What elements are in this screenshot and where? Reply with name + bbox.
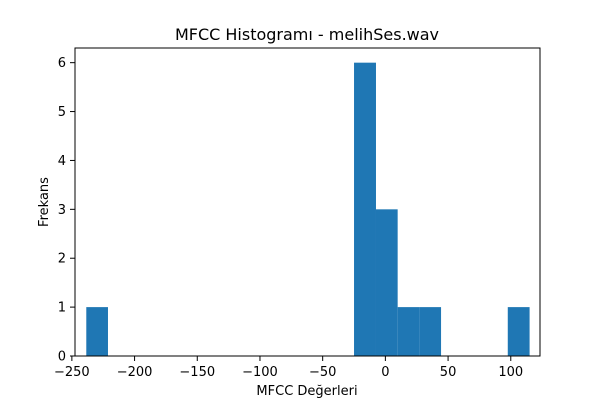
x-tick-label-4: −50 [309,365,336,380]
x-tick-label-3: −100 [242,365,278,380]
y-tick-label-4: 4 [58,154,66,169]
histogram-bar-15 [419,307,442,356]
histogram-bar-0 [86,307,108,356]
y-tick-label-6: 6 [58,56,66,71]
y-tick-label-5: 5 [58,105,66,120]
x-tick-label-2: −150 [179,365,215,380]
x-tick-label-5: 0 [381,365,389,380]
histogram-bar-19 [507,307,530,356]
y-axis-ticks: 0 1 2 3 4 5 6 [58,56,75,365]
chart-title: MFCC Histogramı - melihSes.wav [175,25,439,44]
histogram-bar-13 [375,209,398,356]
x-tick-label-0: −250 [54,365,90,380]
x-axis-ticks: −250 −200 −150 −100 −50 0 50 100 [54,356,523,380]
x-tick-label-6: 50 [440,365,457,380]
histogram-bar-12 [354,62,376,357]
x-tick-label-7: 100 [498,365,523,380]
y-axis-label: Frekans [37,177,52,227]
x-axis-label: MFCC Değerleri [256,384,357,399]
y-tick-label-0: 0 [58,350,66,365]
bars-group [86,62,530,357]
plot-frame [74,47,541,357]
y-tick-label-2: 2 [58,252,66,267]
y-tick-label-3: 3 [58,203,66,218]
x-tick-label-1: −200 [117,365,153,380]
y-tick-label-1: 1 [58,301,66,316]
histogram-bar-14 [397,307,420,356]
